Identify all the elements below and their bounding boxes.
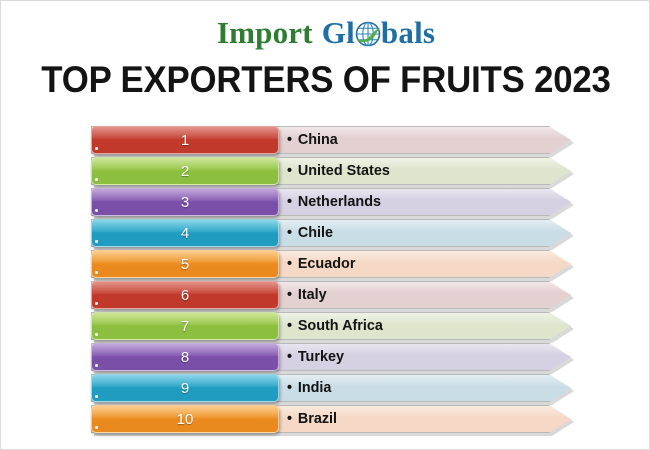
rank-number: 2	[180, 163, 190, 180]
country-label: • China	[287, 126, 338, 154]
country-name: South Africa	[297, 317, 383, 334]
ranking-row: 7 • South Africa	[1, 312, 650, 340]
country-name: Netherlands	[297, 193, 382, 210]
rank-block[interactable]: 5	[91, 250, 279, 278]
ranking-row: 5 • Ecuador	[1, 250, 650, 278]
rank-block[interactable]: 9	[91, 374, 279, 402]
country-label: • United States	[287, 157, 390, 185]
country-label: • Chile	[287, 219, 333, 247]
brand-logo-text: Import Gl bals	[217, 17, 435, 48]
rank-number: 9	[180, 380, 190, 397]
ranking-row: 8 • Turkey	[1, 343, 650, 371]
ranking-row: 4 • Chile	[1, 219, 650, 247]
rank-block[interactable]: 3	[91, 188, 279, 216]
ranking-row: 6 • Italy	[1, 281, 650, 309]
rank-block[interactable]: 4	[91, 219, 279, 247]
country-name: India	[297, 379, 332, 396]
ranking-row: 3 • Netherlands	[1, 188, 650, 216]
rank-block[interactable]: 10	[91, 405, 279, 433]
rank-block[interactable]: 2	[91, 157, 279, 185]
country-name: Chile	[297, 224, 334, 241]
bullet-icon: •	[287, 162, 293, 179]
globe-icon	[355, 21, 381, 47]
exporter-ranking-list: 1 • China 2 • United States 3 • Netherlands 4 • Chi…	[1, 126, 650, 436]
rank-block-dot	[95, 395, 98, 398]
page-title: TOP EXPORTERS OF FRUITS 2023	[41, 59, 611, 100]
ranking-row: 9 • India	[1, 374, 650, 402]
bullet-icon: •	[287, 410, 293, 427]
rank-number: 10	[176, 411, 194, 428]
rank-block-dot	[95, 364, 98, 367]
country-label: • India	[287, 374, 331, 402]
country-name: Italy	[297, 286, 327, 303]
brand-word-gl: Gl	[321, 14, 355, 50]
rank-number: 4	[180, 225, 190, 242]
rank-number: 7	[180, 318, 190, 335]
rank-block-dot	[95, 178, 98, 181]
rank-block[interactable]: 6	[91, 281, 279, 309]
country-label: • Turkey	[287, 343, 344, 371]
rank-block-dot	[95, 302, 98, 305]
country-label: • Italy	[287, 281, 327, 309]
brand-logo: Import Gl bals	[1, 9, 649, 55]
rank-block-dot	[95, 240, 98, 243]
ranking-row: 10 • Brazil	[1, 405, 650, 433]
bullet-icon: •	[287, 255, 293, 272]
rank-block[interactable]: 7	[91, 312, 279, 340]
brand-word-import: Import	[216, 14, 313, 50]
bullet-icon: •	[287, 131, 293, 148]
rank-block[interactable]: 1	[91, 126, 279, 154]
rank-block[interactable]: 8	[91, 343, 279, 371]
country-label: • South Africa	[287, 312, 383, 340]
rank-number: 6	[180, 287, 190, 304]
rank-number: 8	[180, 349, 190, 366]
rank-block-dot	[95, 271, 98, 274]
rank-block-dot	[95, 333, 98, 336]
country-label: • Ecuador	[287, 250, 355, 278]
bullet-icon: •	[287, 317, 293, 334]
country-name: Turkey	[297, 348, 344, 365]
rank-block-dot	[95, 209, 98, 212]
rank-block-dot	[95, 147, 98, 150]
rank-number: 1	[180, 132, 190, 149]
rank-number: 5	[180, 256, 190, 273]
country-label: • Brazil	[287, 405, 337, 433]
country-name: Brazil	[297, 410, 338, 427]
ranking-row: 1 • China	[1, 126, 650, 154]
country-name: United States	[297, 162, 390, 179]
country-label: • Netherlands	[287, 188, 381, 216]
bullet-icon: •	[287, 286, 293, 303]
rank-number: 3	[180, 194, 190, 211]
bullet-icon: •	[287, 224, 293, 241]
bullet-icon: •	[287, 348, 293, 365]
bullet-icon: •	[287, 193, 293, 210]
country-name: Ecuador	[297, 255, 356, 272]
ranking-row: 2 • United States	[1, 157, 650, 185]
country-name: China	[297, 131, 338, 148]
bullet-icon: •	[287, 379, 293, 396]
brand-word-bals: bals	[380, 14, 436, 50]
rank-block-dot	[95, 426, 98, 429]
